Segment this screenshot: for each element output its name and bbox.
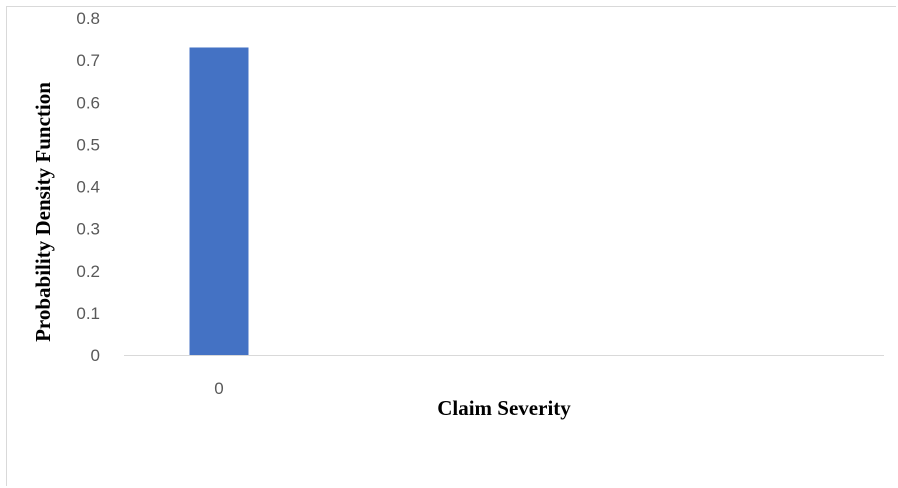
x-axis-ticks: 0 [214, 379, 223, 398]
x-axis-title: Claim Severity [437, 396, 571, 420]
y-tick-label: 0.7 [76, 51, 100, 70]
x-tick-label: 0 [214, 379, 223, 398]
chart-frame [6, 6, 896, 486]
bar [189, 47, 249, 356]
y-tick-label: 0.1 [76, 304, 100, 323]
y-axis-ticks: 0 0.1 0.2 0.3 0.4 0.5 0.6 0.7 0.8 [76, 9, 100, 365]
y-tick-label: 0.3 [76, 220, 100, 239]
y-tick-label: 0.8 [76, 9, 100, 28]
y-axis-title: Probability Density Function [31, 82, 55, 342]
y-tick-label: 0.2 [76, 262, 100, 281]
y-tick-label: 0.4 [76, 178, 100, 197]
y-tick-label: 0.5 [76, 135, 100, 154]
y-tick-label: 0 [91, 346, 100, 365]
y-tick-label: 0.6 [76, 93, 100, 112]
bars [189, 47, 249, 356]
